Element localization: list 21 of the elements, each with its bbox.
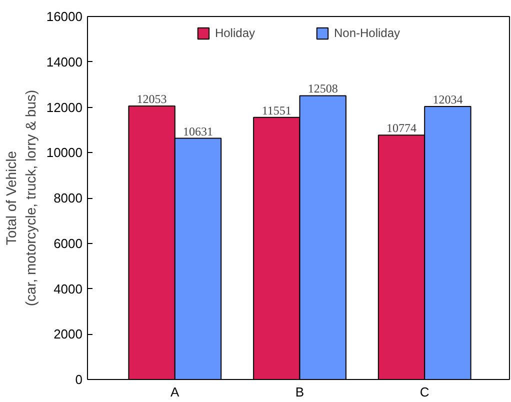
y-tick-label: 10000	[46, 145, 83, 160]
legend-label: Holiday	[214, 26, 255, 40]
y-tick-label: 6000	[54, 236, 82, 251]
data-label: 12034	[432, 92, 463, 106]
x-tick-label: A	[170, 384, 180, 400]
data-label: 12508	[308, 82, 338, 96]
y-axis-title: Total of Vehicle (car, motorcycle, truck, lorry & bus)	[3, 90, 38, 306]
y-tick-label: 4000	[54, 281, 82, 296]
y-tick-label: 16000	[46, 9, 83, 24]
y-tick-label: 0	[75, 372, 83, 387]
x-tick-label: C	[420, 384, 430, 400]
data-label: 10774	[386, 121, 417, 136]
y-tick-label: 2000	[54, 326, 82, 342]
legend-label: Non-Holiday	[334, 26, 400, 40]
y-tick-label: 12000	[46, 100, 83, 115]
y-tick-label: 14000	[46, 54, 83, 70]
x-tick-label: B	[295, 384, 304, 400]
data-label: 12053	[136, 92, 167, 106]
data-label: 10631	[182, 124, 213, 138]
y-tick-label: 8000	[54, 190, 82, 206]
data-label: 11551	[262, 103, 292, 118]
